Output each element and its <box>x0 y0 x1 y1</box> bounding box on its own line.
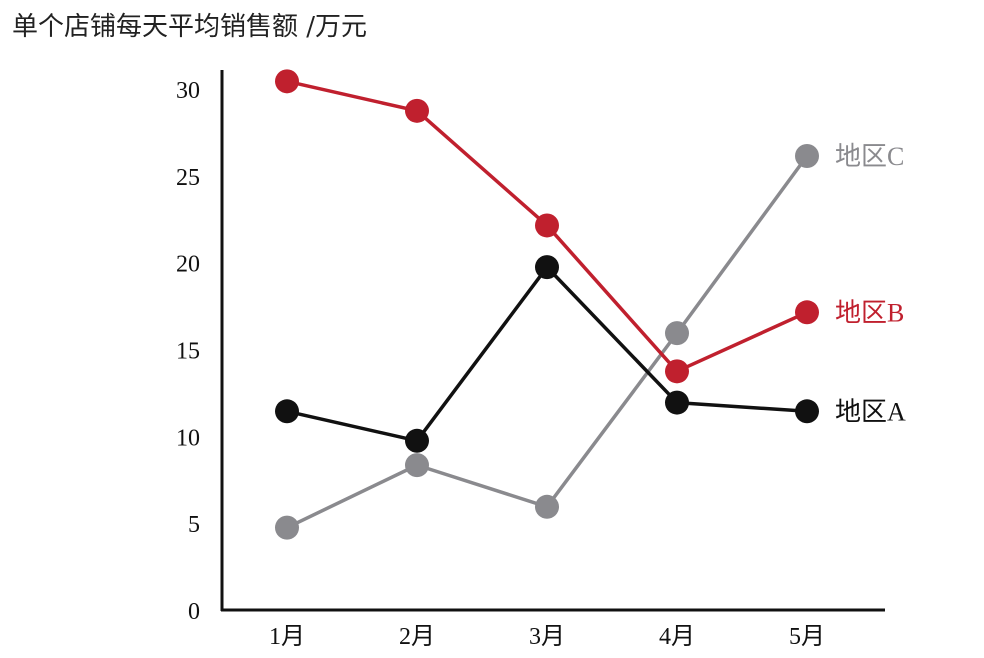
data-point <box>665 390 689 415</box>
x-tick-label: 1月 <box>269 624 305 650</box>
x-tick-label: 4月 <box>659 624 695 650</box>
data-point <box>535 213 559 238</box>
data-point <box>535 494 559 519</box>
y-tick-label: 30 <box>176 78 200 104</box>
series-line <box>286 154 809 530</box>
y-tick-label: 15 <box>176 339 200 365</box>
x-tick-label: 3月 <box>529 624 565 650</box>
data-point <box>275 69 299 94</box>
data-point <box>275 515 299 540</box>
y-tick-label: 20 <box>176 252 200 278</box>
series-label: 地区B <box>835 298 904 327</box>
data-point <box>795 300 819 325</box>
data-point <box>275 399 299 424</box>
data-point <box>405 453 429 478</box>
y-tick-label: 5 <box>188 512 200 538</box>
data-point <box>795 399 819 424</box>
data-point <box>405 98 429 123</box>
data-point <box>665 359 689 384</box>
chart-title: 单个店铺每天平均销售额 /万元 <box>12 12 368 42</box>
y-tick-label: 25 <box>176 165 200 191</box>
series-label: 地区A <box>835 397 906 426</box>
data-point <box>795 143 819 168</box>
data-point <box>535 255 559 280</box>
y-tick-label: 10 <box>176 425 200 451</box>
series-line <box>286 265 808 443</box>
data-point <box>405 428 429 453</box>
x-tick-label: 5月 <box>789 624 825 650</box>
y-tick-label: 0 <box>188 599 200 625</box>
data-point <box>665 321 689 346</box>
x-tick-label: 2月 <box>399 624 435 650</box>
series-label: 地区C <box>835 142 904 171</box>
